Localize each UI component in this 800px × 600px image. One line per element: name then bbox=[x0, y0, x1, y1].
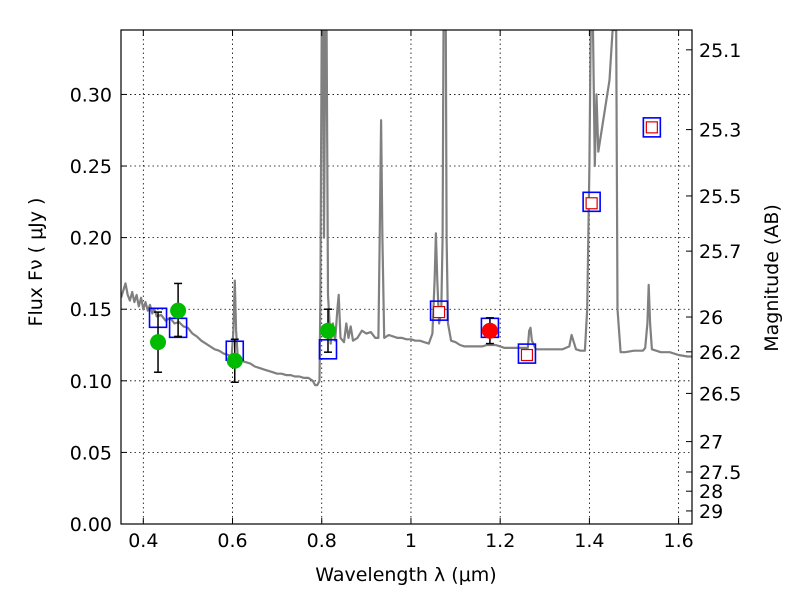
y2-tick-label: 26 bbox=[699, 307, 723, 329]
x-tick-label: 0.4 bbox=[128, 530, 158, 552]
y2-tick-label: 25.3 bbox=[699, 120, 741, 142]
x-tick-label: 0.6 bbox=[217, 530, 247, 552]
y-tick-label: 0.05 bbox=[70, 442, 112, 464]
marker-layer bbox=[148, 117, 662, 383]
y2-tick-label: 25.1 bbox=[699, 40, 741, 62]
model-square bbox=[582, 191, 601, 213]
y2-tick-label: 29 bbox=[699, 501, 723, 523]
model-square bbox=[517, 343, 537, 364]
limit-square bbox=[432, 305, 446, 319]
tick-layer: 0.4 0.6 0.8 1 1.2 1.4 1.6 0.00 0.05 0.10 0.15 0.20 0… bbox=[70, 30, 741, 552]
y2-tick-label: 27 bbox=[699, 432, 723, 454]
x-tick-label: 1 bbox=[405, 530, 417, 552]
y2-tick-label: 26.2 bbox=[699, 342, 741, 364]
model-square bbox=[642, 117, 662, 138]
plot-frame bbox=[120, 29, 693, 525]
y-tick-label: 0.00 bbox=[70, 514, 112, 536]
y-tick-label: 0.10 bbox=[70, 371, 112, 393]
flux-point bbox=[319, 322, 336, 339]
y2-tick-label: 28 bbox=[699, 481, 723, 503]
y-axis-title: Flux Fν ( μJy ) bbox=[25, 198, 47, 327]
y-tick-label: 0.20 bbox=[70, 228, 112, 250]
y2-tick-label: 26.5 bbox=[699, 383, 741, 405]
x-tick-label: 0.8 bbox=[307, 530, 337, 552]
x-axis-title: Wavelength λ (μm) bbox=[315, 564, 496, 586]
y2-tick-label: 25.5 bbox=[699, 186, 741, 208]
spectrum-line bbox=[121, 30, 692, 387]
spectrum-layer bbox=[121, 30, 692, 387]
y-tick-label: 0.15 bbox=[70, 299, 112, 321]
y-tick-label: 0.25 bbox=[70, 156, 112, 178]
flux-point bbox=[150, 334, 167, 351]
limit-square bbox=[520, 348, 534, 362]
flux-point bbox=[481, 322, 498, 339]
flux-point bbox=[226, 352, 243, 369]
y2-tick-label: 25.7 bbox=[699, 241, 741, 263]
x-tick-label: 1.6 bbox=[664, 530, 694, 552]
flux-point bbox=[170, 302, 187, 319]
y2-tick-label: 27.5 bbox=[699, 462, 741, 484]
limit-square bbox=[645, 121, 658, 134]
x-tick-label: 1.4 bbox=[574, 530, 604, 552]
y-tick-label: 0.30 bbox=[70, 84, 112, 106]
x-tick-label: 1.2 bbox=[485, 530, 515, 552]
model-square bbox=[429, 300, 449, 321]
y2-axis-title: Magnitude (AB) bbox=[761, 204, 783, 352]
limit-square bbox=[585, 197, 598, 210]
